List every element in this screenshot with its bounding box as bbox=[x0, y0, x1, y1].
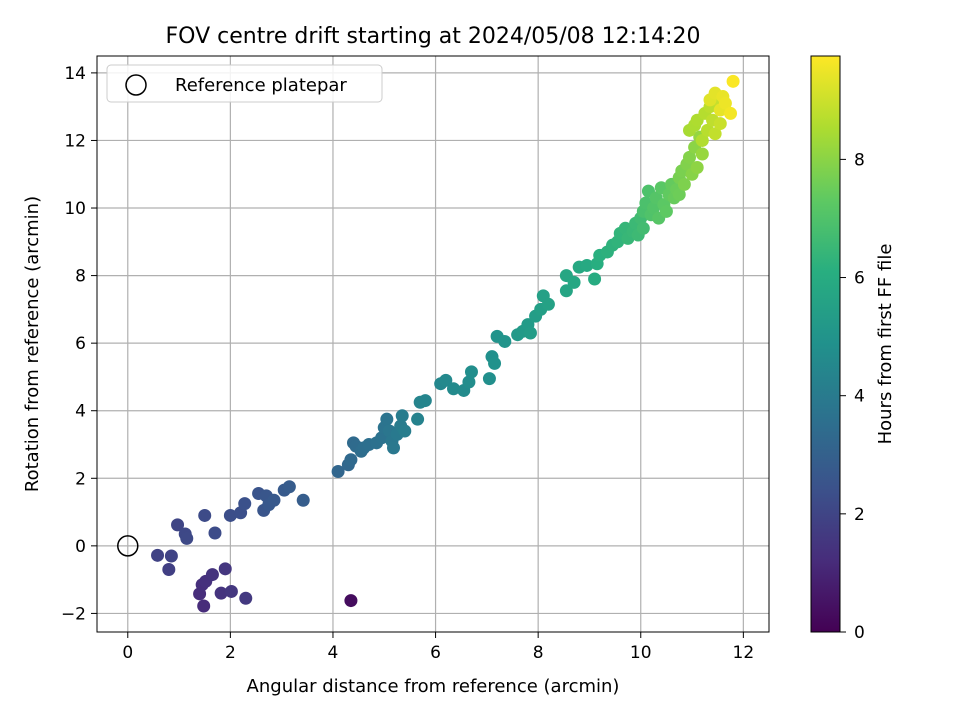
data-point bbox=[224, 584, 238, 598]
data-point bbox=[331, 465, 345, 479]
data-point bbox=[205, 568, 219, 582]
x-axis-label: Angular distance from reference (arcmin) bbox=[247, 676, 620, 697]
data-point bbox=[164, 549, 178, 563]
data-point bbox=[695, 133, 709, 147]
data-point bbox=[418, 394, 432, 408]
colorbar-ticks: 0 2 4 6 8 bbox=[840, 150, 865, 643]
data-point bbox=[708, 127, 722, 141]
data-point bbox=[239, 591, 253, 605]
data-point bbox=[197, 599, 211, 613]
colorbar: 0 2 4 6 8 Hours from first FF file bbox=[810, 55, 896, 643]
data-point bbox=[208, 526, 222, 540]
data-point bbox=[726, 74, 740, 88]
data-point bbox=[162, 563, 176, 577]
plot-frame bbox=[96, 55, 770, 633]
y-tick-label: 2 bbox=[75, 469, 86, 489]
x-tick-label: 2 bbox=[225, 643, 236, 663]
legend-label: Reference platepar bbox=[175, 75, 347, 96]
data-point bbox=[218, 562, 232, 576]
data-point bbox=[482, 372, 496, 386]
data-point bbox=[344, 453, 358, 467]
data-point bbox=[198, 508, 212, 522]
data-point bbox=[214, 586, 228, 600]
data-point bbox=[180, 531, 194, 545]
data-point bbox=[713, 117, 727, 131]
legend-marker-icon bbox=[125, 74, 147, 96]
colorbar-label: Hours from first FF file bbox=[875, 244, 896, 445]
y-axis-label: Rotation from reference (arcmin) bbox=[22, 196, 43, 492]
reference-marker bbox=[117, 535, 139, 557]
y-tick-label: −2 bbox=[61, 604, 86, 624]
data-point bbox=[498, 334, 512, 348]
x-tick-label: 8 bbox=[533, 643, 544, 663]
colorbar-tick-label: 6 bbox=[854, 269, 865, 289]
y-tick-label: 12 bbox=[64, 131, 86, 151]
data-point bbox=[580, 258, 594, 272]
data-point bbox=[636, 221, 650, 235]
reference-point bbox=[117, 535, 139, 557]
data-point bbox=[439, 373, 453, 387]
y-tick-label: 6 bbox=[75, 334, 86, 354]
y-tick-label: 10 bbox=[64, 199, 86, 219]
colorbar-tick-label: 8 bbox=[854, 150, 865, 170]
y-tick-label: 8 bbox=[75, 267, 86, 287]
y-tick-label: 4 bbox=[75, 402, 86, 422]
y-tick-label: 14 bbox=[64, 64, 86, 84]
data-point bbox=[380, 412, 394, 426]
data-points bbox=[151, 74, 740, 613]
x-axis-ticks: 0 2 4 6 8 10 12 bbox=[122, 632, 754, 663]
data-point bbox=[411, 412, 425, 426]
legend-box bbox=[106, 64, 383, 103]
data-point bbox=[695, 147, 709, 161]
x-tick-label: 0 bbox=[122, 643, 133, 663]
data-point bbox=[223, 508, 237, 522]
data-point bbox=[464, 365, 478, 379]
data-point bbox=[559, 284, 573, 298]
y-axis-ticks: −2 0 2 4 6 8 10 12 14 bbox=[61, 64, 97, 624]
data-point bbox=[690, 160, 704, 174]
data-point bbox=[488, 356, 502, 370]
x-tick-label: 6 bbox=[430, 643, 441, 663]
y-tick-label: 0 bbox=[75, 537, 86, 557]
data-point bbox=[171, 518, 185, 532]
data-point bbox=[267, 493, 281, 507]
x-tick-label: 4 bbox=[328, 643, 339, 663]
x-tick-label: 10 bbox=[630, 643, 652, 663]
data-point bbox=[588, 272, 602, 286]
data-point bbox=[395, 409, 409, 423]
data-point bbox=[398, 424, 412, 438]
data-point bbox=[523, 326, 537, 340]
data-point bbox=[282, 480, 296, 494]
grid-lines bbox=[97, 56, 769, 632]
data-point bbox=[672, 188, 686, 202]
data-point bbox=[151, 548, 165, 562]
colorbar-tick-label: 0 bbox=[854, 623, 865, 643]
data-point bbox=[647, 201, 661, 215]
data-point bbox=[724, 106, 738, 120]
data-point bbox=[344, 594, 358, 608]
data-point bbox=[718, 96, 732, 110]
data-point bbox=[387, 441, 401, 455]
legend: Reference platepar bbox=[106, 64, 383, 103]
x-tick-label: 12 bbox=[733, 643, 755, 663]
data-point bbox=[659, 204, 673, 218]
data-point bbox=[447, 382, 461, 396]
data-point bbox=[462, 375, 476, 389]
data-point bbox=[567, 275, 581, 289]
colorbar-gradient bbox=[810, 55, 841, 633]
data-point bbox=[682, 150, 696, 164]
colorbar-tick-label: 2 bbox=[854, 505, 865, 525]
chart-title: FOV centre drift starting at 2024/05/08 … bbox=[166, 24, 701, 49]
data-point bbox=[677, 177, 691, 191]
data-point bbox=[541, 297, 555, 311]
data-point bbox=[238, 497, 252, 511]
data-point bbox=[296, 493, 310, 507]
colorbar-tick-label: 4 bbox=[854, 387, 865, 407]
